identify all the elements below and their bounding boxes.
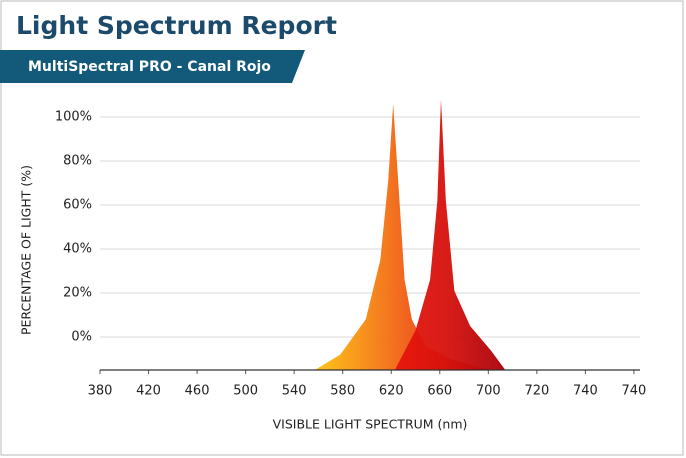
- chart-title: Light Spectrum Report: [16, 11, 337, 40]
- spectrum-area: [394, 99, 506, 371]
- y-tick-label: 0%: [71, 330, 92, 345]
- x-tick-label: 660: [427, 384, 452, 399]
- y-tick-label: 100%: [55, 110, 92, 125]
- x-tick-label: 740: [573, 384, 598, 399]
- y-tick-label: 60%: [63, 198, 92, 213]
- x-tick-label: 700: [476, 384, 501, 399]
- spectrum-area: [314, 103, 501, 371]
- y-tick-label: 40%: [63, 242, 92, 257]
- x-tick-label: 620: [379, 384, 404, 399]
- x-tick-label: 460: [185, 384, 210, 399]
- x-tick-label: 720: [524, 384, 549, 399]
- x-tick-label: 580: [330, 384, 355, 399]
- x-tick-label: 740: [622, 384, 647, 399]
- x-tick-label: 500: [233, 384, 258, 399]
- x-tick-label: 380: [88, 384, 113, 399]
- y-tick-label: 80%: [63, 154, 92, 169]
- y-axis-title: PERCENTAGE OF LIGHT (%): [19, 165, 34, 335]
- subtitle-banner: [0, 50, 305, 83]
- x-tick-label: 540: [282, 384, 307, 399]
- chart-subtitle: MultiSpectral PRO - Canal Rojo: [28, 59, 271, 75]
- x-axis-title: VISIBLE LIGHT SPECTRUM (nm): [273, 417, 468, 432]
- x-tick-label: 420: [136, 384, 161, 399]
- y-tick-label: 20%: [63, 286, 92, 301]
